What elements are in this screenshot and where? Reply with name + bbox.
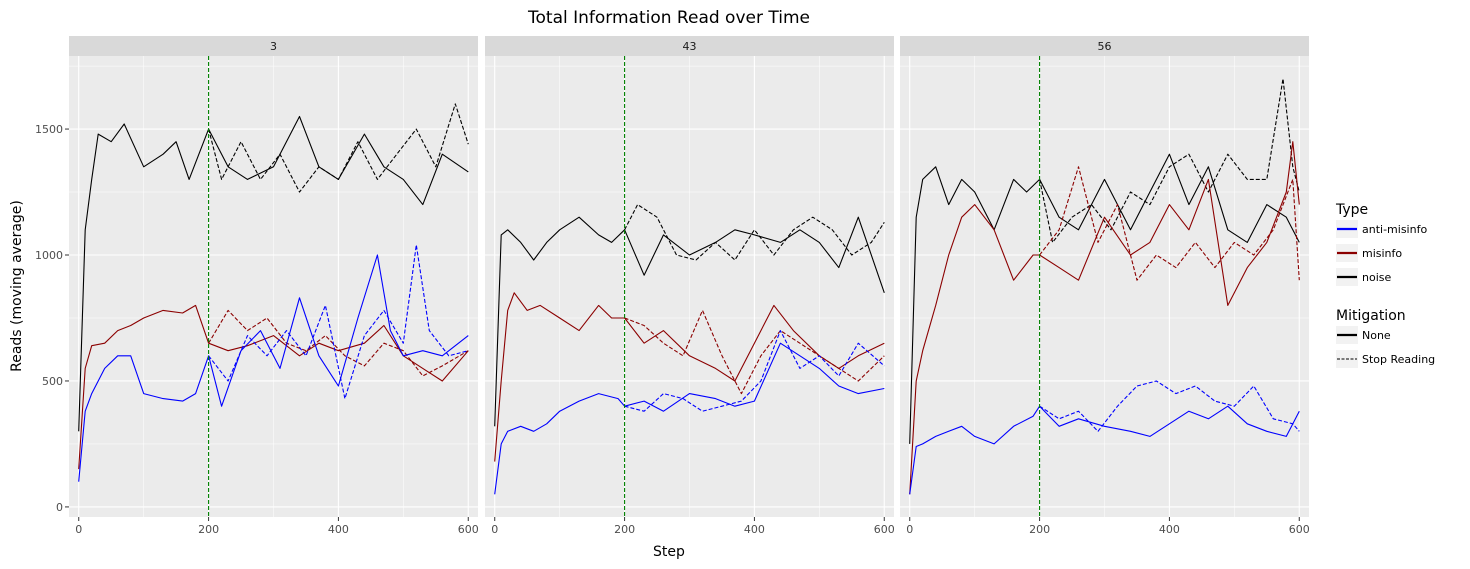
- legend-mitigation-title: Mitigation: [1336, 308, 1406, 324]
- legend-mitigation-entries: None Stop Reading: [1336, 326, 1435, 368]
- x-tick-label: 400: [744, 523, 765, 536]
- series-line-misinfo-none: [78, 304, 469, 470]
- series-line-anti-misinfo-stop-reading: [1039, 380, 1300, 432]
- legend: Type anti-misinfo misinfo noise Mitigation…: [1335, 202, 1435, 368]
- legend-label-mitigation: None: [1362, 329, 1391, 342]
- facet-strip: [69, 36, 478, 56]
- legend-label-anti-misinfo: anti-misinfo: [1362, 223, 1427, 236]
- x-tick-label: 200: [1029, 523, 1050, 536]
- legend-label-mitigation: Stop Reading: [1362, 353, 1435, 366]
- x-tick-label: 200: [614, 523, 635, 536]
- x-axis-title: Step: [653, 544, 685, 560]
- legend-label-noise: noise: [1362, 271, 1391, 284]
- facet-strip-label: 56: [1098, 40, 1112, 53]
- x-tick-label: 600: [1289, 523, 1310, 536]
- facet-strip-label: 43: [683, 40, 697, 53]
- y-tick-label: 1500: [35, 123, 63, 136]
- series-line-noise-stop-reading: [208, 103, 469, 193]
- x-tick-label: 0: [906, 523, 913, 536]
- x-tick-label: 0: [75, 523, 82, 536]
- legend-type-entries: anti-misinfo misinfo noise: [1336, 220, 1427, 286]
- y-tick-label: 1000: [35, 249, 63, 262]
- facet-strip: [900, 36, 1309, 56]
- series-line-anti-misinfo-none: [494, 342, 885, 495]
- y-axis-title: Reads (moving average): [9, 200, 25, 372]
- facet-strip-label: 3: [270, 40, 277, 53]
- chart-title: Total Information Read over Time: [527, 8, 810, 28]
- legend-label-misinfo: misinfo: [1362, 247, 1402, 260]
- panel-3: 3 0 200 400 600 0 500 1000 1500: [35, 36, 479, 536]
- series-line-misinfo-none: [494, 292, 885, 462]
- series-line-noise-stop-reading: [1039, 78, 1300, 243]
- x-tick-label: 600: [458, 523, 479, 536]
- panel-43: 43 0 200 400 600: [485, 36, 895, 536]
- series-line-anti-misinfo-stop-reading: [624, 330, 885, 412]
- series-line-misinfo-none: [909, 141, 1300, 495]
- y-tick-label: 0: [56, 501, 63, 514]
- series-line-anti-misinfo-none: [909, 405, 1300, 495]
- series-line-noise-none: [909, 153, 1300, 444]
- y-tick-label: 500: [42, 375, 63, 388]
- series-line-misinfo-stop-reading: [1039, 166, 1300, 281]
- x-tick-label: 400: [328, 523, 349, 536]
- x-tick-label: 200: [198, 523, 219, 536]
- series-line-anti-misinfo-stop-reading: [208, 244, 469, 400]
- legend-type-title: Type: [1335, 202, 1368, 218]
- series-line-misinfo-stop-reading: [624, 309, 885, 395]
- x-tick-label: 400: [1159, 523, 1180, 536]
- panel-56: 56 0 200 400 600: [900, 36, 1310, 536]
- facet-strip: [485, 36, 894, 56]
- series-line-misinfo-stop-reading: [208, 309, 469, 377]
- panels: 3 0 200 400 600 0 500 1000 1500 43 0 200 400 600 56 0 20…: [35, 36, 1310, 536]
- series-line-noise-stop-reading: [624, 204, 885, 261]
- x-tick-label: 600: [874, 523, 895, 536]
- x-tick-label: 0: [491, 523, 498, 536]
- series-line-noise-none: [494, 216, 885, 427]
- series-line-anti-misinfo-none: [78, 254, 469, 482]
